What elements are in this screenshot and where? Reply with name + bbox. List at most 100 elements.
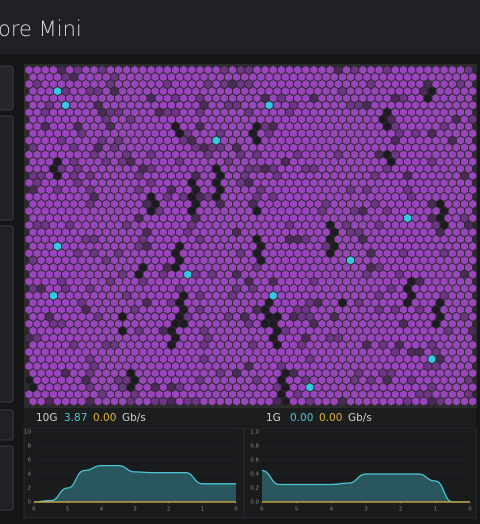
hex-cell [241, 326, 249, 335]
hex-cell [208, 270, 216, 279]
side-card[interactable] [0, 445, 14, 511]
hex-cell [82, 122, 90, 131]
hex-cell [53, 326, 61, 335]
hex-cell [139, 221, 147, 230]
hex-cell [347, 87, 355, 96]
hex-cell [298, 115, 306, 124]
hex-cell [155, 94, 163, 103]
hex-cell [123, 291, 131, 300]
hex-cell [151, 143, 159, 152]
hex-cell [151, 101, 159, 110]
hex-cell [379, 298, 387, 307]
hex-cell [261, 305, 269, 314]
hex-cell [367, 192, 375, 201]
hex-cell [188, 122, 196, 131]
side-card[interactable] [0, 409, 14, 441]
hex-cell [212, 277, 220, 286]
hex-cell [383, 291, 391, 300]
hex-cell [440, 263, 448, 272]
hex-cell [241, 115, 249, 124]
hex-cell [220, 390, 228, 399]
hex-cell [41, 178, 49, 187]
hex-cell [359, 376, 367, 385]
hex-cell [265, 129, 273, 138]
hex-cell [82, 376, 90, 385]
hex-cell [216, 340, 224, 350]
hex-cell [355, 228, 363, 237]
hex-cell [123, 65, 131, 75]
hex-cell [452, 87, 460, 96]
hex-cell [399, 108, 407, 117]
hex-cell [224, 87, 232, 96]
hex-cell [180, 362, 188, 371]
hex-cell [432, 221, 440, 230]
hex-cell [212, 65, 220, 75]
hex-cell [147, 65, 155, 75]
hex-cell [306, 312, 314, 321]
hex-cell [167, 383, 175, 392]
hex-cell [302, 221, 310, 230]
hex-cell [436, 214, 444, 223]
hex-cell [469, 270, 477, 279]
hex-cell [367, 122, 375, 131]
hex-cell [306, 157, 314, 166]
hex-cell [45, 242, 53, 251]
side-card[interactable] [0, 115, 14, 221]
hex-cell [147, 221, 155, 230]
hex-cell [90, 376, 98, 385]
hex-cell [176, 143, 184, 152]
hex-cell [306, 284, 314, 293]
hex-cell [379, 87, 387, 96]
hex-cell [115, 164, 123, 173]
hex-cell [428, 397, 436, 406]
hex-cell [66, 291, 74, 300]
hex-cell [326, 192, 334, 201]
hex-cell [347, 284, 355, 293]
hex-cell [66, 263, 74, 272]
chart-bg [243, 427, 477, 519]
hex-cell [41, 150, 49, 159]
hex-cell [33, 136, 41, 145]
hex-cell [82, 333, 90, 342]
hex-cell [41, 390, 49, 399]
hex-cell [62, 383, 70, 392]
hex-cell [53, 369, 61, 378]
hex-cell [298, 199, 306, 209]
hex-cell [62, 284, 70, 293]
y-tick-label: 1.0 [250, 430, 259, 436]
hex-cell [465, 192, 473, 201]
hex-cell [334, 94, 342, 103]
hex-cell [163, 277, 171, 286]
hex-cell [326, 94, 334, 103]
hex-cell [220, 362, 228, 371]
hex-cell [127, 270, 135, 279]
hex-cell [420, 312, 428, 321]
hex-cell [49, 376, 57, 385]
hex-cell [428, 340, 436, 350]
hex-cell [461, 270, 469, 279]
hex-cell [404, 312, 412, 321]
hex-cell [371, 383, 379, 392]
hex-cell [208, 214, 216, 223]
hex-cell [159, 87, 167, 96]
hex-cell [200, 157, 208, 166]
hex-cell [338, 270, 346, 279]
hex-cell [70, 312, 78, 321]
side-card[interactable] [0, 65, 14, 111]
hex-cell [245, 221, 253, 230]
hex-cell [172, 206, 180, 216]
hex-cell [159, 171, 167, 180]
hex-cell [33, 122, 41, 131]
side-card[interactable] [0, 225, 14, 403]
hex-cell [347, 143, 355, 152]
hex-cell [70, 129, 78, 138]
hex-cell [151, 326, 159, 335]
hex-cell [253, 122, 261, 131]
hex-cell [290, 115, 298, 124]
hex-cell [98, 206, 106, 216]
hex-cell [98, 94, 106, 103]
hex-cell [294, 362, 302, 371]
hex-cell [204, 362, 212, 371]
hex-cell [355, 298, 363, 307]
hex-cell [98, 235, 106, 244]
